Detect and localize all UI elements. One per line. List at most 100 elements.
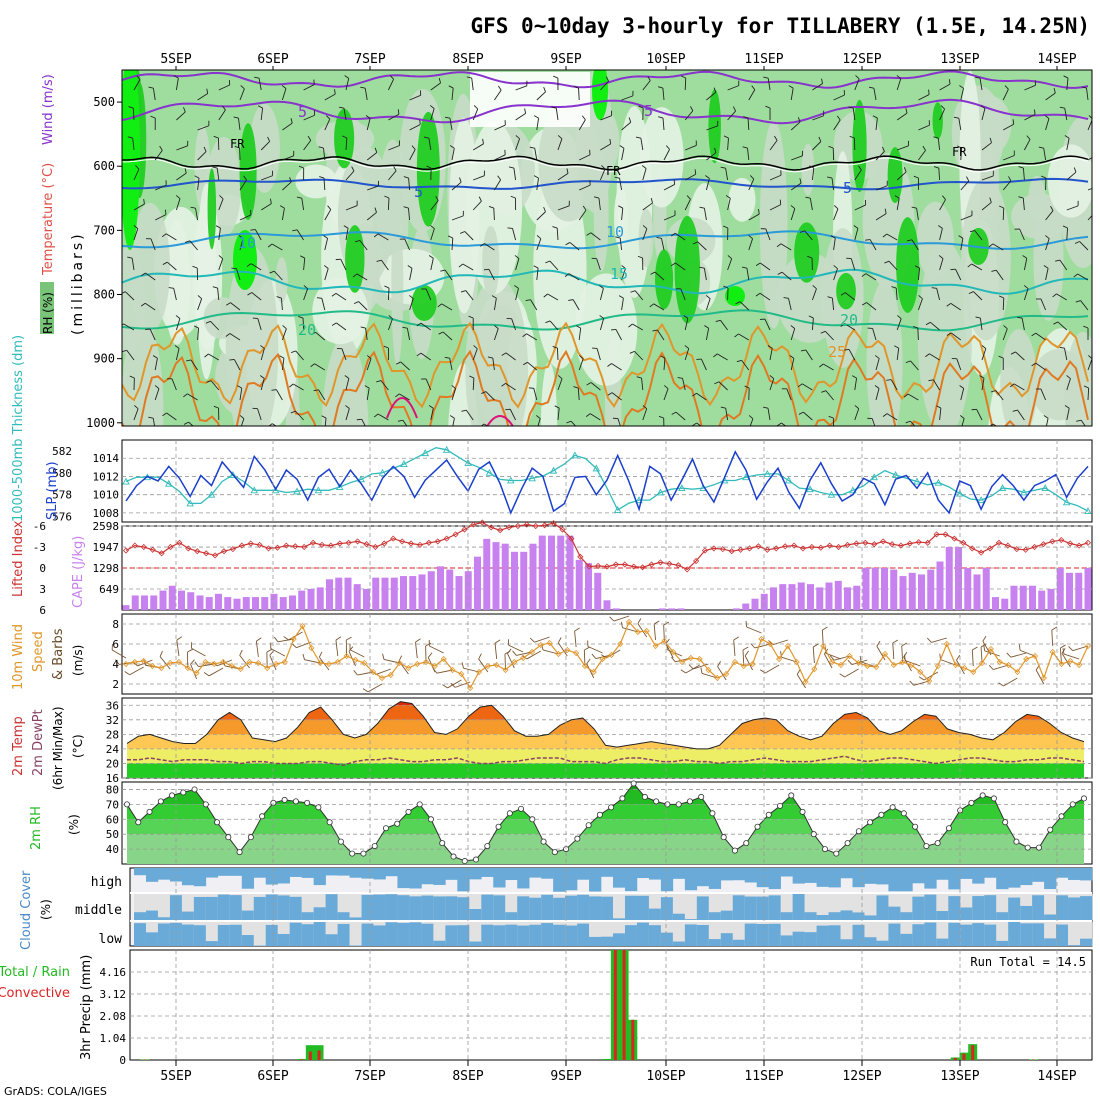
top-date-axis: 5SEP 6SEP 7SEP 8SEP 9SEP 10SEP 11SEP 12S…	[160, 52, 1076, 67]
wind-barb	[303, 140, 312, 151]
cloud-bar	[217, 925, 231, 946]
wind-barb-flag	[501, 352, 507, 356]
tick-label: 2	[112, 678, 119, 691]
wind-barb-flag	[239, 415, 245, 419]
cloud-bar	[744, 896, 757, 920]
cloud-bar	[541, 868, 554, 879]
rh-marker	[506, 810, 513, 817]
contour-labels: FR FR FR 5 5 5 5 10 10 15 20 20 25	[230, 102, 967, 361]
wind-barb-flag	[833, 265, 838, 270]
li-marker	[514, 522, 521, 530]
wind-barb	[1080, 300, 1089, 311]
wind-barb	[754, 643, 771, 649]
wind-barb	[516, 651, 533, 656]
tick-label: 20	[106, 757, 119, 770]
wind-barb-flag	[861, 273, 867, 277]
cape-bar	[1066, 572, 1073, 610]
cloud-bar	[337, 868, 350, 876]
li-marker	[274, 544, 281, 551]
wind-barb	[892, 643, 895, 660]
cloud-bar	[792, 931, 805, 946]
rh-marker	[979, 792, 986, 799]
cloud-bar	[756, 923, 769, 946]
wind-barb	[897, 145, 909, 151]
wind-barb-flag	[599, 315, 604, 319]
cloud-bar	[720, 933, 734, 946]
wind-barb	[1024, 114, 1036, 121]
wind-barb	[388, 145, 400, 151]
wind-barb	[166, 261, 177, 271]
wind-barb	[746, 626, 762, 634]
wind-barb-flag	[1053, 88, 1056, 94]
wind-barb-flag	[384, 195, 390, 199]
wind-barb-flag	[292, 229, 298, 232]
thickness-marker	[507, 476, 515, 484]
rh-saturated-plume	[334, 108, 355, 169]
wind-barb	[451, 237, 454, 251]
wind-barb-flag	[830, 235, 836, 239]
wind-barb	[974, 230, 983, 241]
cloud-bar	[732, 939, 746, 946]
rh-marker	[169, 792, 176, 799]
wind-barb-flag	[767, 345, 773, 349]
wind-barb	[727, 258, 733, 271]
wind-barb	[409, 94, 421, 101]
cloud-bar	[1068, 868, 1081, 880]
cloud-bar	[696, 925, 710, 946]
wind-barb-flag	[874, 355, 880, 359]
rh-marker	[304, 799, 311, 806]
wind-barb-flag	[607, 392, 613, 396]
wind-barb	[790, 328, 796, 341]
rh-marker	[1047, 826, 1054, 833]
wind-speed-marker	[431, 662, 438, 670]
wind-barb-flag	[334, 89, 336, 95]
cloud-bar	[481, 868, 494, 877]
wind-barb	[769, 174, 782, 181]
cloud-bar	[409, 922, 422, 946]
wind-speed-marker	[855, 659, 862, 667]
cloud-bar	[1056, 895, 1069, 920]
rh-saturated-plume	[674, 215, 701, 324]
wind-barb-flag	[266, 648, 273, 653]
wind-speed-marker	[881, 650, 889, 658]
tick-label: 1014	[93, 452, 120, 465]
wind-barb	[875, 388, 880, 401]
li-marker	[399, 538, 406, 545]
cloud-bar	[648, 868, 662, 880]
cloud-bar	[960, 924, 973, 946]
wind-barb-flag	[257, 105, 263, 109]
wind-barb-flag	[440, 269, 446, 272]
wind-barb	[527, 361, 538, 371]
wind-barb-flag	[416, 352, 422, 357]
wind-barb	[318, 389, 326, 401]
wind-barb-flag	[318, 651, 323, 658]
wind-barb-flag	[510, 195, 516, 199]
wind-barb	[451, 388, 457, 401]
wind-barb-flag	[327, 205, 332, 210]
precip-total-label: Total / Rain	[0, 965, 70, 980]
wind-barb	[464, 231, 474, 241]
thickness-marker	[998, 484, 1007, 492]
thickness-marker	[571, 451, 579, 459]
wind-barb-flag	[807, 255, 813, 259]
wind-speed-marker	[917, 668, 924, 676]
wind-barb	[383, 659, 400, 664]
rh-marker	[765, 811, 772, 818]
wind-speed-marker	[573, 649, 580, 657]
wind-barb-flag	[1068, 646, 1074, 652]
cape-bar	[344, 577, 352, 610]
thickness-marker	[485, 468, 494, 476]
rh-plume	[465, 277, 529, 426]
wind-speed-marker	[599, 655, 606, 663]
li-marker	[844, 541, 851, 548]
wind-barb	[176, 640, 180, 657]
wind-barb-flag	[1026, 135, 1031, 140]
cape-bar	[825, 582, 833, 610]
wind-barb-flag	[204, 353, 209, 358]
rh-plume	[639, 107, 684, 208]
wind-barb-flag	[677, 377, 683, 379]
wind-barb	[917, 298, 923, 311]
cloud-bar	[852, 868, 865, 888]
wind-barb	[727, 110, 736, 121]
wind-barb-flag	[610, 328, 617, 331]
